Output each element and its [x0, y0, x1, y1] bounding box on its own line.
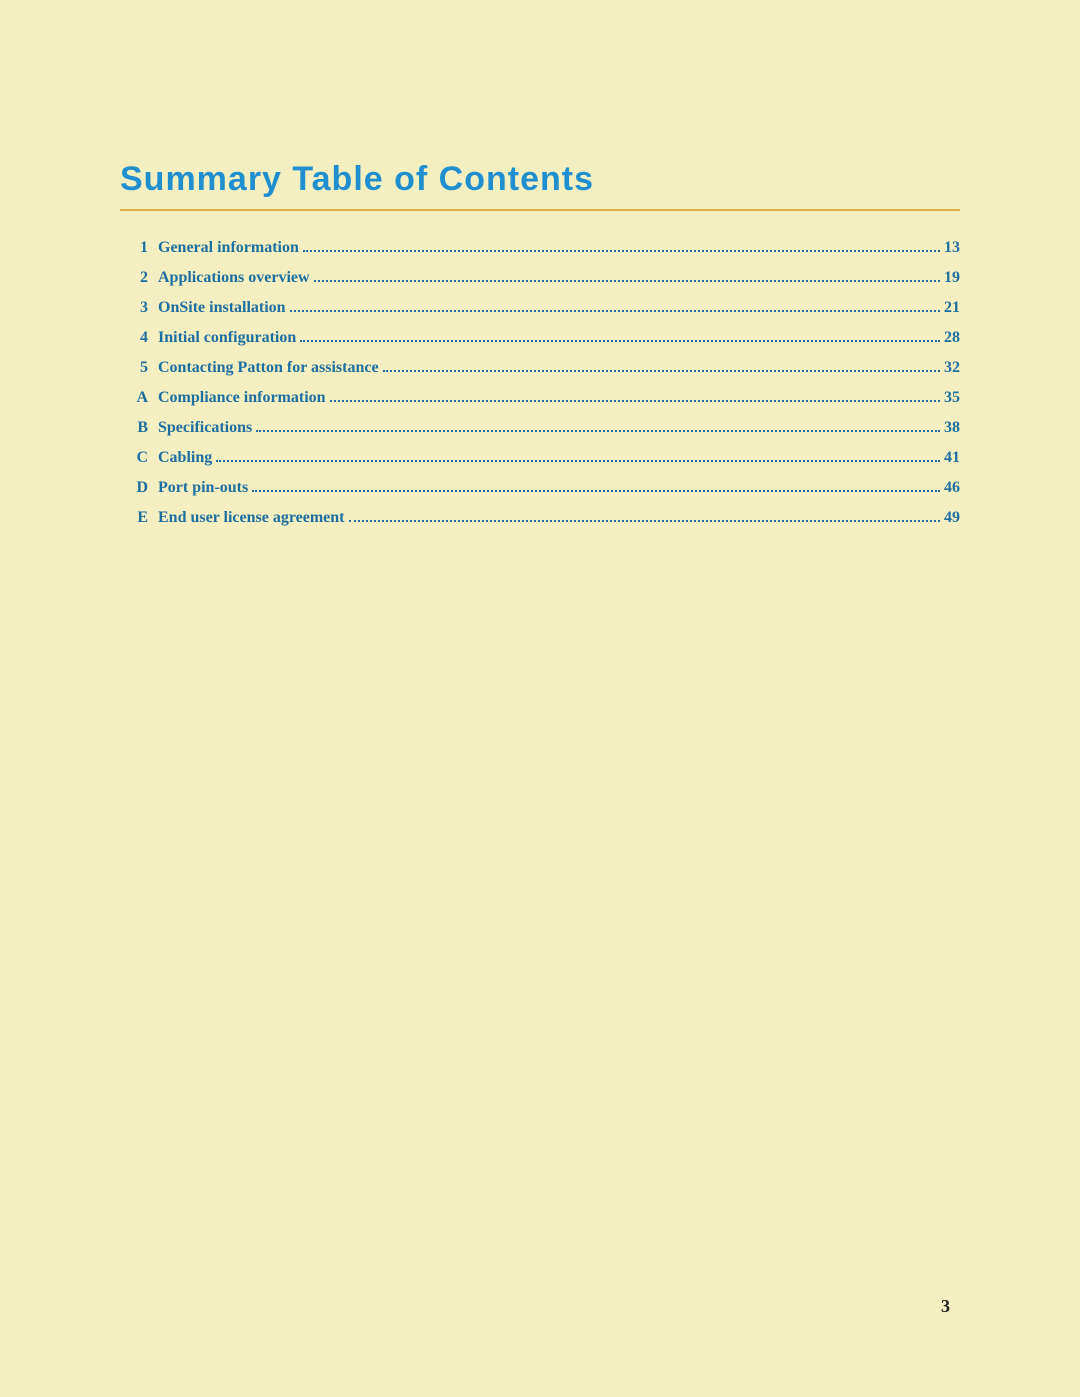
toc-entry-number: B	[120, 419, 148, 437]
toc-leader-dots	[300, 340, 940, 342]
toc-entry-label: Initial configuration	[158, 329, 296, 347]
toc-entry-number: 5	[120, 359, 148, 377]
toc-entry-page: 21	[944, 299, 960, 317]
toc-entry-number: D	[120, 479, 148, 497]
toc-entry[interactable]: 4 Initial configuration 28	[120, 329, 960, 347]
toc-leader-dots	[330, 400, 940, 402]
toc-entry-number: C	[120, 449, 148, 467]
toc-entry-label: OnSite installation	[158, 299, 286, 317]
toc-entry-page: 38	[944, 419, 960, 437]
toc-entry-number: 3	[120, 299, 148, 317]
toc-entry-page: 28	[944, 329, 960, 347]
title-rule	[120, 209, 960, 211]
toc-entry-label: Applications overview	[158, 269, 310, 287]
document-page: Summary Table of Contents 1 General info…	[0, 0, 1080, 527]
toc-leader-dots	[303, 250, 940, 252]
toc-leader-dots	[349, 520, 941, 522]
toc-entry[interactable]: 5 Contacting Patton for assistance 32	[120, 359, 960, 377]
toc-leader-dots	[383, 370, 940, 372]
toc-list: 1 General information 13 2 Applications …	[120, 239, 960, 527]
toc-entry-label: Contacting Patton for assistance	[158, 359, 379, 377]
toc-entry-page: 46	[944, 479, 960, 497]
toc-entry-page: 32	[944, 359, 960, 377]
toc-leader-dots	[290, 310, 940, 312]
toc-leader-dots	[314, 280, 940, 282]
page-number: 3	[941, 1296, 950, 1317]
toc-entry[interactable]: 1 General information 13	[120, 239, 960, 257]
toc-entry-label: General information	[158, 239, 299, 257]
toc-entry[interactable]: 3 OnSite installation 21	[120, 299, 960, 317]
toc-entry-page: 19	[944, 269, 960, 287]
toc-entry-number: 4	[120, 329, 148, 347]
toc-entry[interactable]: E End user license agreement 49	[120, 509, 960, 527]
toc-entry-number: E	[120, 509, 148, 527]
toc-entry-label: End user license agreement	[158, 509, 345, 527]
toc-entry[interactable]: C Cabling 41	[120, 449, 960, 467]
toc-entry-number: 1	[120, 239, 148, 257]
toc-entry[interactable]: 2 Applications overview 19	[120, 269, 960, 287]
toc-entry-label: Specifications	[158, 419, 252, 437]
toc-entry[interactable]: D Port pin-outs 46	[120, 479, 960, 497]
toc-entry-number: 2	[120, 269, 148, 287]
toc-entry-label: Cabling	[158, 449, 212, 467]
toc-entry-page: 35	[944, 389, 960, 407]
toc-leader-dots	[216, 460, 940, 462]
toc-entry-page: 49	[944, 509, 960, 527]
toc-leader-dots	[256, 430, 940, 432]
toc-entry[interactable]: B Specifications 38	[120, 419, 960, 437]
page-title: Summary Table of Contents	[120, 160, 960, 199]
toc-entry-page: 13	[944, 239, 960, 257]
toc-entry-label: Port pin-outs	[158, 479, 248, 497]
toc-entry-label: Compliance information	[158, 389, 326, 407]
toc-entry-number: A	[120, 389, 148, 407]
toc-leader-dots	[252, 490, 940, 492]
toc-entry[interactable]: A Compliance information 35	[120, 389, 960, 407]
toc-entry-page: 41	[944, 449, 960, 467]
